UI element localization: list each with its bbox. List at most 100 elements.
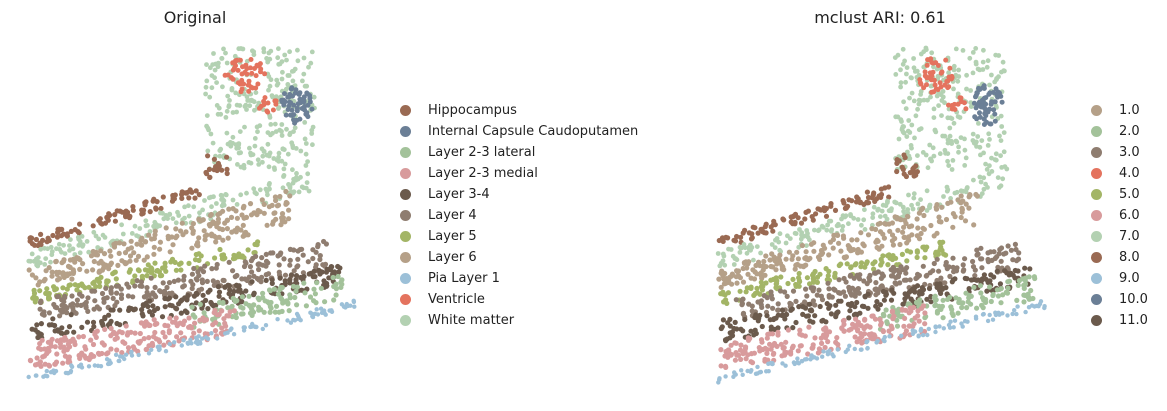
scatter-point (228, 140, 233, 145)
scatter-point (279, 76, 285, 82)
scatter-point (826, 305, 832, 311)
scatter-point (855, 246, 861, 253)
scatter-point (847, 308, 853, 314)
scatter-point (125, 345, 132, 351)
scatter-point (172, 192, 178, 198)
scatter-point (31, 287, 37, 293)
legend-label: Hippocampus (428, 103, 517, 118)
scatter-point (182, 204, 188, 210)
scatter-point (279, 122, 285, 127)
scatter-point (770, 351, 777, 357)
scatter-point (248, 57, 254, 62)
scatter-point (104, 295, 110, 301)
scatter-point (256, 277, 262, 283)
scatter-point (832, 207, 839, 213)
scatter-point (772, 222, 778, 228)
scatter-point (179, 191, 185, 198)
scatter-point (42, 262, 48, 267)
scatter-point (246, 293, 252, 299)
legend-marker (400, 147, 411, 158)
scatter-point (958, 193, 964, 199)
scatter-point (208, 131, 214, 137)
scatter-point (179, 220, 185, 226)
scatter-point (264, 108, 270, 114)
legend-marker (400, 252, 411, 263)
scatter-point (989, 72, 994, 78)
scatter-point (981, 311, 986, 317)
scatter-point (311, 268, 317, 274)
scatter-point (238, 46, 244, 51)
scatter-point (971, 222, 977, 228)
scatter-point (178, 330, 184, 336)
scatter-point (163, 349, 169, 354)
scatter-point (977, 174, 983, 180)
scatter-point (52, 328, 58, 334)
scatter-point (122, 356, 127, 362)
scatter-point (145, 303, 151, 310)
scatter-point (871, 204, 877, 210)
scatter-point (43, 268, 49, 274)
scatter-point (90, 319, 97, 325)
scatter-point (270, 107, 276, 113)
scatter-point (314, 307, 319, 312)
scatter-point (74, 255, 80, 261)
scatter-point (897, 201, 903, 207)
scatter-point (162, 304, 168, 310)
scatter-point (864, 259, 870, 265)
scatter-point (874, 299, 880, 305)
scatter-point (238, 311, 245, 317)
scatter-point (852, 311, 859, 317)
scatter-point (29, 251, 35, 257)
scatter-point (795, 348, 801, 354)
scatter-point (339, 281, 345, 287)
scatter-point (277, 193, 283, 200)
legend-label: Layer 3-4 (428, 187, 490, 202)
scatter-point (167, 341, 172, 347)
scatter-point (999, 124, 1005, 129)
scatter-point (186, 195, 192, 201)
scatter-point (204, 78, 210, 84)
scatter-point (276, 150, 282, 156)
scatter-point (993, 86, 999, 92)
scatter-point (865, 346, 870, 351)
scatter-point (93, 249, 99, 255)
scatter-point (213, 302, 219, 308)
scatter-point (952, 276, 958, 282)
scatter-point (85, 295, 91, 301)
scatter-point (931, 260, 937, 267)
scatter-point (855, 319, 862, 325)
scatter-point (870, 261, 876, 267)
scatter-point (102, 326, 108, 332)
scatter-point (926, 285, 933, 292)
scatter-point (839, 228, 845, 233)
scatter-point (111, 269, 118, 275)
scatter-point (173, 220, 179, 226)
scatter-point (176, 301, 182, 307)
scatter-point (268, 305, 274, 311)
scatter-point (220, 277, 226, 283)
scatter-point (775, 255, 782, 262)
scatter-point (982, 110, 988, 116)
scatter-point (875, 338, 880, 344)
scatter-point (292, 294, 298, 301)
scatter-point (978, 245, 984, 251)
scatter-point (745, 352, 751, 358)
scatter-point (155, 267, 161, 274)
scatter-point (280, 185, 286, 191)
scatter-point (221, 202, 227, 208)
scatter-point (115, 262, 121, 268)
scatter-point (268, 122, 274, 127)
scatter-point (992, 118, 998, 124)
scatter-point (37, 288, 43, 294)
scatter-point (64, 286, 70, 292)
scatter-point (216, 289, 223, 295)
scatter-point (127, 253, 134, 259)
scatter-point (290, 167, 295, 173)
scatter-point (900, 229, 906, 235)
scatter-point (988, 121, 994, 127)
scatter-point (994, 76, 1000, 81)
scatter-point (211, 194, 216, 200)
scatter-point (300, 78, 305, 84)
scatter-point (191, 265, 197, 272)
scatter-point (893, 114, 899, 120)
